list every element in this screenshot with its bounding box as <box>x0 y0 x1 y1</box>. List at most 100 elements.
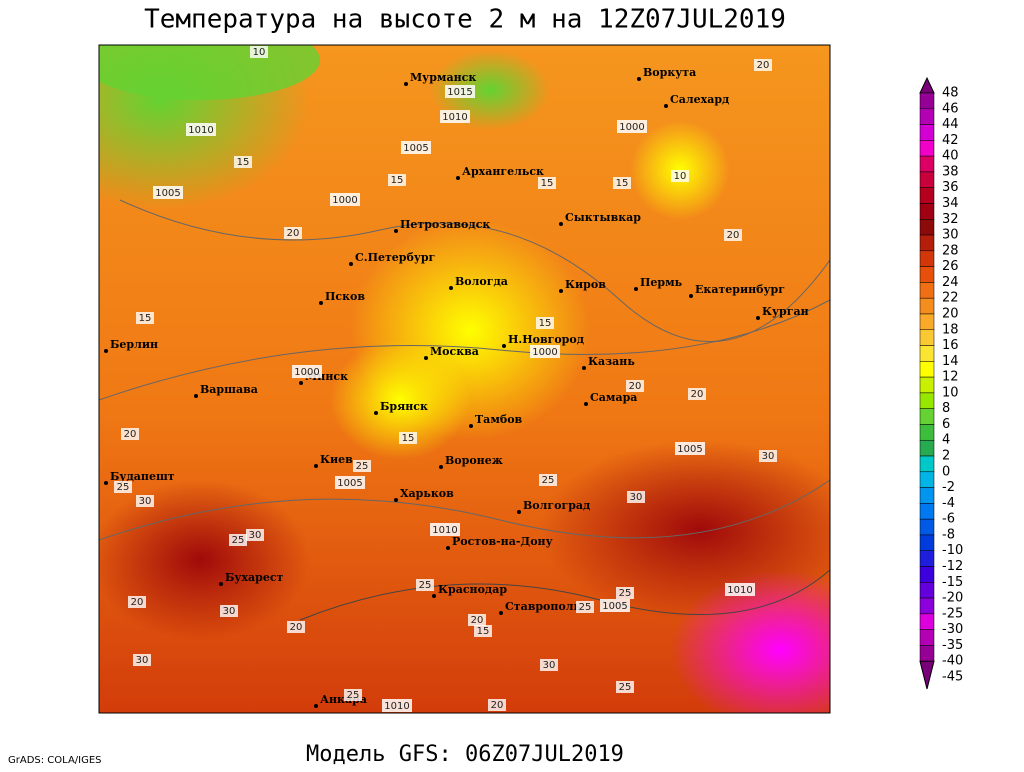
colorbar-label: 10 <box>942 385 959 400</box>
colorbar-band <box>919 250 935 267</box>
isobar-box <box>153 186 183 199</box>
isotherm-label: 20 <box>124 429 137 440</box>
colorbar-band <box>919 597 935 615</box>
isotherm-label: 25 <box>347 690 360 701</box>
colorbar-label: -15 <box>942 575 963 590</box>
isobar-box <box>600 599 630 612</box>
isotherm-box <box>136 495 154 507</box>
city-dot <box>446 546 450 550</box>
city-label: С.Петербург <box>355 251 436 264</box>
isotherm-label: 15 <box>539 318 552 329</box>
city-label: Петрозаводск <box>400 218 490 231</box>
isobar-label: 1005 <box>403 143 428 154</box>
colorbar-band <box>919 613 935 630</box>
city-dot <box>689 294 693 298</box>
isotherm-box <box>250 46 268 58</box>
colorbar-label: -30 <box>942 622 963 637</box>
city-dot <box>194 394 198 398</box>
isotherm-label: 25 <box>619 682 632 693</box>
isobar-box <box>292 365 322 378</box>
city-dot <box>394 498 398 502</box>
isotherm-box <box>540 659 558 671</box>
city-label: Краснодар <box>438 583 507 596</box>
isotherm-box <box>388 174 406 186</box>
isotherm-label: 10 <box>674 171 687 182</box>
city-label: Мурманск <box>410 71 476 84</box>
colorbar-band <box>919 629 935 646</box>
isobar-box <box>530 345 560 358</box>
city-dot <box>314 464 318 468</box>
city-dot <box>394 229 398 233</box>
city-label: Псков <box>325 290 365 303</box>
isotherm-label: 25 <box>117 482 130 493</box>
city-dot <box>439 465 443 469</box>
colorbar-band <box>919 140 935 157</box>
colorbar-band <box>919 155 935 173</box>
isotherm-label: 30 <box>136 655 149 666</box>
isotherm-box <box>136 312 154 324</box>
city-dot <box>664 104 668 108</box>
colorbar-band <box>919 187 935 204</box>
colorbar-label: 12 <box>942 370 959 385</box>
isotherm-label: 20 <box>691 389 704 400</box>
colorbar-label: 20 <box>942 306 959 321</box>
isotherm-box <box>128 596 146 608</box>
isotherm-box <box>627 491 645 503</box>
isotherm-label: 15 <box>616 178 629 189</box>
colorbar-band <box>919 392 935 409</box>
city-label: Н.Новгород <box>508 333 584 346</box>
city-dot <box>456 176 460 180</box>
isotherm-label: 25 <box>232 535 245 546</box>
colorbar-label: -2 <box>942 480 955 495</box>
footer: Модель GFS: 06Z07JUL2019 <box>306 742 624 767</box>
city-dot <box>319 301 323 305</box>
isotherm-box <box>114 481 132 493</box>
isobar-label: 1000 <box>332 195 357 206</box>
colorbar-label: 8 <box>942 401 950 416</box>
isobar-label: 1005 <box>337 478 362 489</box>
isotherm-label: 15 <box>391 175 404 186</box>
isotherm-box <box>133 654 151 666</box>
city-dot <box>559 289 563 293</box>
colorbar-band <box>919 534 935 551</box>
isotherm-box <box>626 380 644 392</box>
colorbar-band <box>919 471 935 488</box>
city-label: Екатеринбург <box>695 283 785 296</box>
colorbar-label: -12 <box>942 559 963 574</box>
colorbar-band <box>919 313 935 331</box>
isotherm-label: 20 <box>131 597 144 608</box>
colorbar-label: 46 <box>942 101 959 116</box>
isobar-label: 1005 <box>602 601 627 612</box>
isotherm-box <box>616 681 634 693</box>
colorbar-band <box>919 487 935 504</box>
city-label: Ставрополь <box>505 600 582 613</box>
isotherm-box <box>287 621 305 633</box>
isobar-label: 1010 <box>384 701 409 712</box>
colorbar-band <box>919 266 935 283</box>
isotherm-label: 10 <box>253 47 266 58</box>
city-label: Казань <box>588 355 635 368</box>
isotherm-box <box>759 450 777 462</box>
isobar-label: 1000 <box>619 122 644 133</box>
colorbar-band <box>919 376 935 394</box>
city-label: Берлин <box>110 338 158 351</box>
isotherm-box <box>724 229 742 241</box>
isobar-label: 1010 <box>432 525 457 536</box>
isotherm-label: 20 <box>629 381 642 392</box>
colorbar-label: 42 <box>942 133 959 148</box>
city-dot <box>469 424 473 428</box>
colorbar-band <box>919 518 935 536</box>
city-label: Тамбов <box>475 413 523 426</box>
isotherm-label: 20 <box>757 60 770 71</box>
colorbar-label: -6 <box>942 512 955 527</box>
city-dot <box>582 366 586 370</box>
map-frame <box>98 44 831 714</box>
isotherm-box <box>488 699 506 711</box>
isobar-box <box>382 699 412 712</box>
city-dot <box>756 316 760 320</box>
isotherm-label: 15 <box>139 313 152 324</box>
city-label: Киров <box>565 278 606 291</box>
isobar-box <box>617 120 647 133</box>
city-dot <box>499 611 503 615</box>
city-dot <box>449 286 453 290</box>
